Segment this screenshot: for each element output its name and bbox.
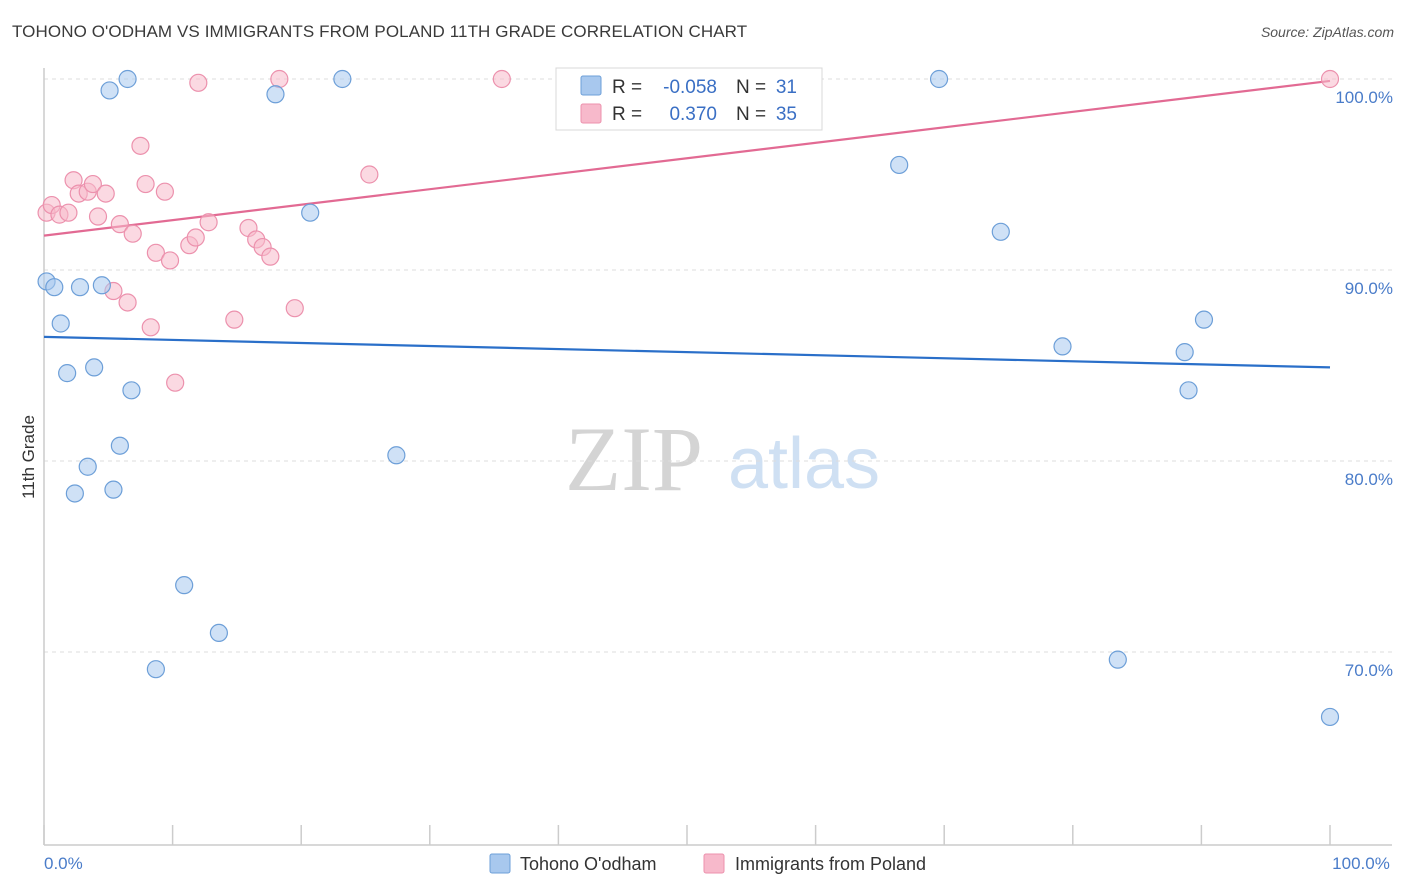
x-tick-labels: 0.0% 100.0% — [44, 854, 1390, 873]
data-point-pink — [59, 203, 78, 222]
data-point-pink — [96, 184, 115, 203]
data-point-pink — [261, 247, 280, 266]
data-point-blue — [991, 222, 1010, 241]
trend-lines — [43, 79, 1331, 369]
legend-label-tohono-oodham: Tohono O'odham — [520, 854, 657, 874]
data-point-blue — [118, 69, 137, 89]
data-point-pink — [492, 69, 511, 89]
data-point-pink — [110, 215, 129, 234]
data-point-blue — [890, 155, 909, 175]
x-tick-label: 0.0% — [44, 854, 83, 873]
stats-r-label-2: R = — [612, 104, 642, 125]
stats-r-value-2: 0.370 — [669, 104, 717, 125]
data-point-blue — [1179, 381, 1198, 400]
data-point-pink — [285, 299, 304, 318]
stats-r-value-1: -0.058 — [663, 77, 717, 98]
data-point-blue — [85, 358, 104, 377]
legend-label-immigrants-from-poland: Immigrants from Poland — [735, 854, 926, 874]
data-point-pink — [155, 182, 174, 201]
stats-box: R = -0.058 N = 31 R = 0.370 N = 35 — [555, 67, 823, 131]
watermark-zip: ZIP — [565, 408, 703, 510]
data-point-pink — [131, 136, 150, 155]
data-point-pink — [270, 69, 289, 89]
stats-n-label-2: N = — [736, 104, 766, 125]
y-tick-label: 90.0% — [1345, 279, 1393, 298]
legend-item-tohono-oodham[interactable]: Tohono O'odham — [489, 853, 657, 874]
data-point-blue — [92, 276, 111, 295]
data-point-pink — [146, 243, 165, 262]
y-tick-label: 80.0% — [1345, 470, 1393, 489]
data-point-pink — [160, 251, 180, 270]
data-point-blue — [1320, 707, 1340, 727]
data-point-blue — [45, 278, 64, 297]
y-tick-label: 100.0% — [1335, 88, 1393, 107]
trend-line-pink — [43, 79, 1331, 237]
data-point-blue — [1194, 310, 1214, 329]
data-point-blue — [1175, 343, 1194, 362]
data-point-blue — [387, 446, 406, 465]
data-point-pink — [199, 213, 218, 232]
data-point-pink — [88, 207, 108, 226]
stats-swatch-pink — [580, 103, 602, 124]
data-point-pink — [118, 293, 137, 312]
stats-swatch-blue — [580, 75, 602, 96]
data-point-blue — [1053, 337, 1072, 356]
x-tick-label: 100.0% — [1332, 854, 1390, 873]
data-point-pink — [189, 73, 208, 92]
data-point-blue — [51, 314, 70, 333]
y-tick-label: 70.0% — [1345, 661, 1393, 680]
gridlines — [44, 78, 1392, 653]
data-point-blue — [301, 203, 320, 222]
data-point-pink — [166, 373, 185, 392]
legend: Tohono O'odham Immigrants from Poland — [489, 853, 926, 874]
data-point-blue — [65, 484, 84, 503]
legend-swatch-blue — [489, 853, 511, 874]
data-point-blue — [78, 457, 97, 476]
legend-swatch-pink — [703, 853, 725, 874]
data-point-blue — [104, 480, 123, 499]
chart-title: TOHONO O'ODHAM VS IMMIGRANTS FROM POLAND… — [12, 22, 748, 41]
data-point-blue — [70, 278, 90, 297]
data-point-pink — [123, 224, 142, 243]
watermark: ZIP atlas — [565, 408, 880, 510]
data-point-pink — [83, 174, 102, 194]
trend-line-blue — [43, 335, 1331, 369]
data-point-pink — [186, 228, 205, 247]
data-point-blue — [58, 364, 77, 383]
stats-n-label-1: N = — [736, 77, 766, 98]
data-point-blue — [266, 85, 285, 104]
x-ticks — [43, 825, 1331, 845]
axes — [43, 68, 1392, 846]
series-immigrants-from-poland — [37, 69, 1340, 392]
stats-n-value-1: 31 — [776, 77, 797, 98]
data-point-blue — [100, 81, 119, 100]
data-point-pink — [141, 318, 160, 337]
data-point-blue — [122, 381, 141, 400]
data-point-blue — [209, 623, 228, 643]
data-point-blue — [175, 576, 194, 595]
data-point-pink — [1320, 69, 1340, 89]
source-label: Source: ZipAtlas.com — [1260, 24, 1394, 40]
y-tick-labels: 100.0% 90.0% 80.0% 70.0% — [1335, 88, 1393, 680]
series-tohono-oodham — [37, 69, 1340, 727]
stats-n-value-2: 35 — [776, 104, 797, 125]
data-point-blue — [333, 69, 352, 89]
y-axis-label: 11th Grade — [19, 415, 38, 499]
legend-item-immigrants-from-poland[interactable]: Immigrants from Poland — [703, 853, 926, 874]
data-point-pink — [360, 165, 379, 184]
stats-r-label-1: R = — [612, 77, 642, 98]
data-point-blue — [1108, 650, 1127, 669]
data-point-pink — [225, 310, 244, 329]
data-point-blue — [146, 660, 165, 679]
data-point-blue — [110, 436, 129, 455]
data-point-blue — [929, 69, 949, 89]
watermark-atlas: atlas — [728, 424, 880, 504]
data-point-pink — [136, 174, 155, 194]
